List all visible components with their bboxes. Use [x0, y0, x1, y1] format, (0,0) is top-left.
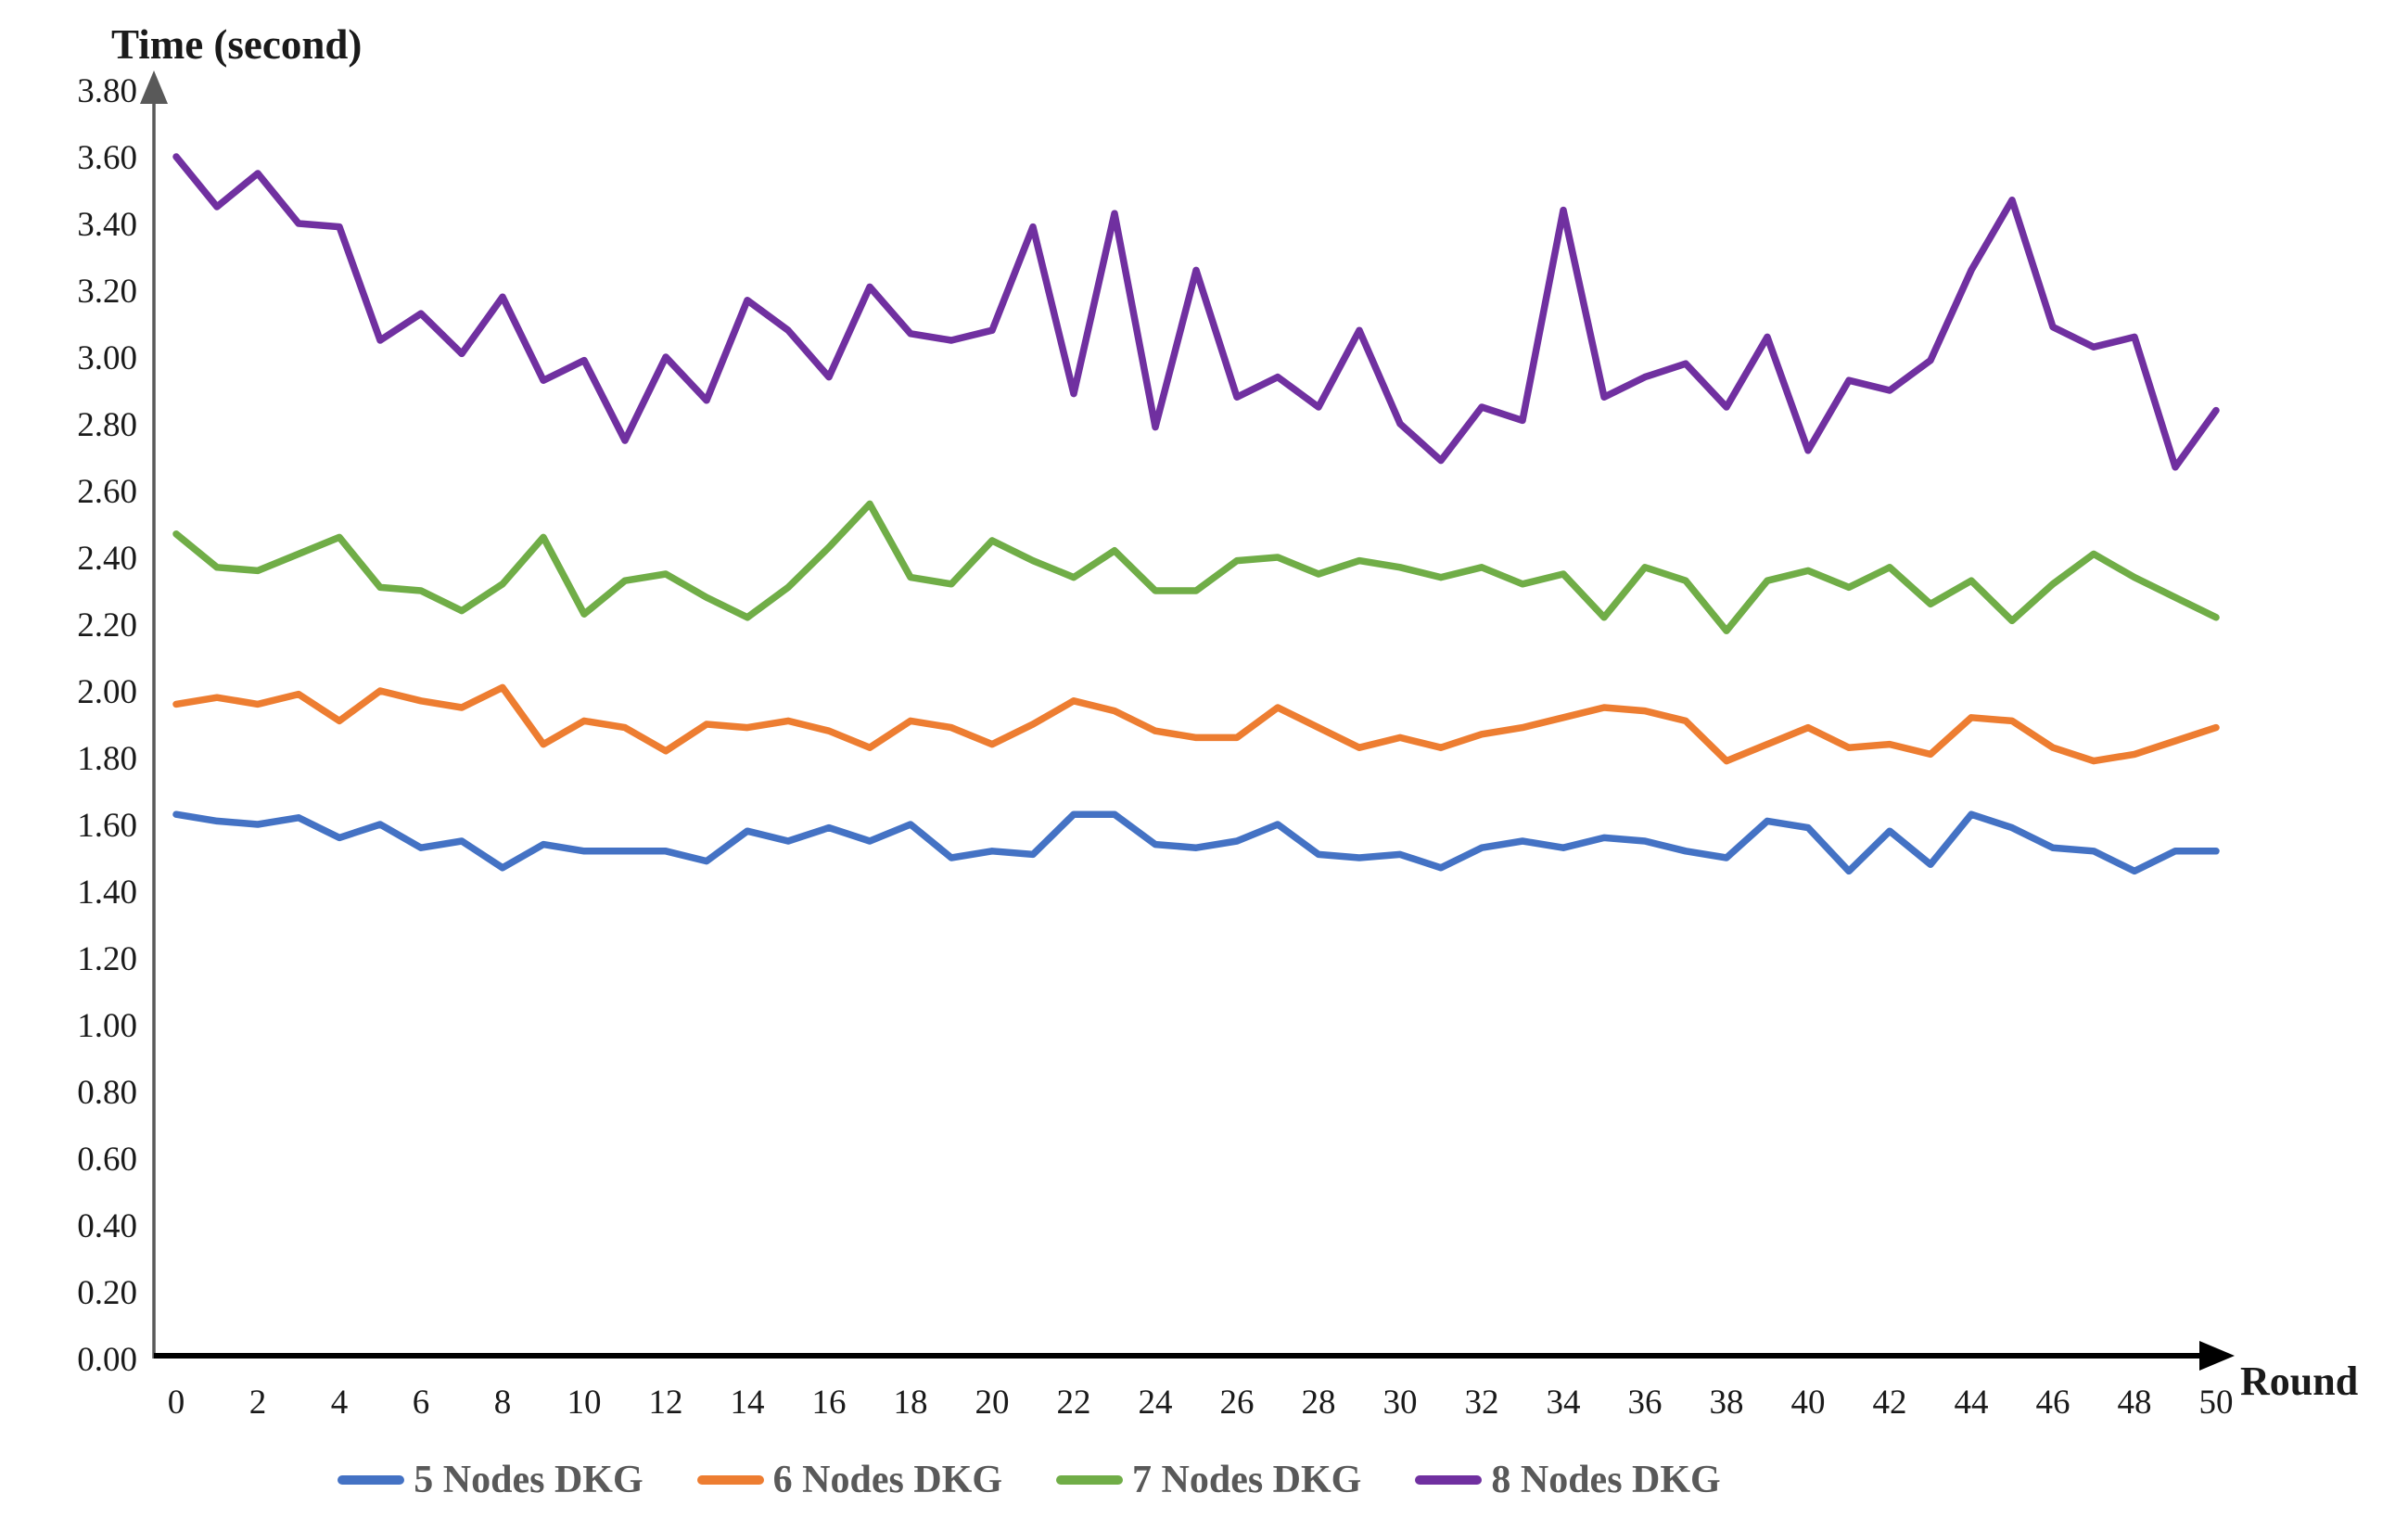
legend-item-label: 5 Nodes DKG: [414, 1459, 643, 1501]
y-tick-label: 2.40: [77, 540, 137, 578]
x-tick-label: 24: [1139, 1384, 1173, 1422]
y-tick-label: 3.80: [77, 72, 137, 110]
y-tick-label: 3.00: [77, 339, 137, 377]
x-tick-label: 34: [1547, 1384, 1581, 1422]
x-tick-label: 10: [567, 1384, 602, 1422]
x-tick-label: 42: [1873, 1384, 1907, 1422]
y-tick-label: 1.40: [77, 874, 137, 912]
y-tick-label: 2.00: [77, 673, 137, 711]
legend-swatch-icon: [338, 1475, 405, 1485]
x-tick-label: 8: [494, 1384, 512, 1422]
x-tick-label: 2: [249, 1384, 267, 1422]
legend-item-label: 6 Nodes DKG: [772, 1459, 1002, 1501]
x-tick-label: 30: [1383, 1384, 1418, 1422]
x-tick-label: 12: [649, 1384, 683, 1422]
series-line-7-nodes-dkg: [172, 500, 2220, 634]
y-tick-label: 1.60: [77, 807, 137, 845]
y-tick-label: 0.00: [77, 1341, 137, 1379]
x-tick-label: 14: [731, 1384, 765, 1422]
x-tick-label: 40: [1791, 1384, 1826, 1422]
y-tick-label: 1.80: [77, 740, 137, 778]
x-axis-title: Round: [2240, 1359, 2359, 1404]
y-axis-arrow-icon: [140, 70, 168, 104]
x-tick-label: 38: [1710, 1384, 1744, 1422]
legend-swatch-icon: [1415, 1475, 1483, 1485]
x-tick-label: 50: [2199, 1384, 2234, 1422]
y-tick-label: 0.20: [77, 1274, 137, 1312]
legend: 5 Nodes DKG 6 Nodes DKG 7 Nodes DKG 8 No…: [0, 1458, 2058, 1502]
x-tick-label: 16: [812, 1384, 847, 1422]
x-tick-label: 22: [1057, 1384, 1091, 1422]
x-tick-label: 26: [1220, 1384, 1255, 1422]
legend-item-label: 8 Nodes DKG: [1491, 1459, 1721, 1501]
y-tick-label: 0.60: [77, 1141, 137, 1179]
x-tick-label: 0: [168, 1384, 185, 1422]
y-tick-label: 2.20: [77, 606, 137, 644]
series-line-5-nodes-dkg: [172, 810, 2220, 875]
legend-swatch-icon: [1056, 1475, 1123, 1485]
y-tick-label: 1.00: [77, 1007, 137, 1045]
y-tick-label: 3.20: [77, 273, 137, 311]
legend-item-6-nodes-dkg: 6 Nodes DKG: [696, 1458, 1002, 1502]
x-tick-label: 20: [975, 1384, 1010, 1422]
y-tick-label: 2.60: [77, 473, 137, 511]
x-tick-label: 28: [1302, 1384, 1336, 1422]
x-tick-label: 36: [1628, 1384, 1663, 1422]
y-tick-label: 3.60: [77, 139, 137, 177]
y-tick-label: 1.20: [77, 940, 137, 978]
y-axis-title: Time (second): [111, 21, 363, 68]
y-tick-label: 2.80: [77, 406, 137, 444]
x-tick-label: 44: [1955, 1384, 1989, 1422]
x-tick-label: 48: [2118, 1384, 2152, 1422]
legend-item-8-nodes-dkg: 8 Nodes DKG: [1415, 1458, 1721, 1502]
legend-item-label: 7 Nodes DKG: [1132, 1459, 1362, 1501]
x-tick-label: 6: [413, 1384, 430, 1422]
y-tick-label: 0.40: [77, 1207, 137, 1245]
x-axis-arrow-icon: [2199, 1341, 2235, 1371]
series-line-6-nodes-dkg: [172, 683, 2220, 765]
legend-item-5-nodes-dkg: 5 Nodes DKG: [338, 1458, 643, 1502]
x-tick-label: 18: [894, 1384, 928, 1422]
series-line-8-nodes-dkg: [172, 153, 2220, 471]
x-tick-label: 4: [331, 1384, 349, 1422]
x-tick-label: 32: [1465, 1384, 1499, 1422]
x-tick-label: 46: [2036, 1384, 2070, 1422]
legend-item-7-nodes-dkg: 7 Nodes DKG: [1056, 1458, 1361, 1502]
y-tick-label: 3.40: [77, 206, 137, 244]
legend-swatch-icon: [696, 1475, 764, 1485]
y-tick-label: 0.80: [77, 1074, 137, 1112]
